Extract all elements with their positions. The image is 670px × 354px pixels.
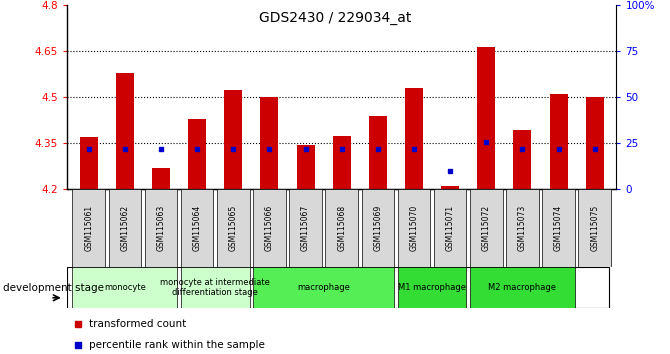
Bar <box>549 94 567 189</box>
FancyBboxPatch shape <box>253 189 285 267</box>
Bar <box>188 119 206 189</box>
Bar <box>477 47 495 189</box>
FancyBboxPatch shape <box>398 267 466 308</box>
FancyBboxPatch shape <box>67 267 609 308</box>
Text: monocyte at intermediate
differentiation stage: monocyte at intermediate differentiation… <box>160 278 270 297</box>
Text: M1 macrophage: M1 macrophage <box>398 283 466 292</box>
FancyBboxPatch shape <box>542 189 575 267</box>
FancyBboxPatch shape <box>362 189 394 267</box>
Bar <box>586 97 604 189</box>
FancyBboxPatch shape <box>506 189 539 267</box>
Bar <box>333 136 350 189</box>
Text: GDS2430 / 229034_at: GDS2430 / 229034_at <box>259 11 411 25</box>
Text: GSM115063: GSM115063 <box>157 205 165 251</box>
FancyBboxPatch shape <box>578 189 611 267</box>
FancyBboxPatch shape <box>326 189 358 267</box>
FancyBboxPatch shape <box>253 267 394 308</box>
FancyBboxPatch shape <box>72 267 178 308</box>
Text: M2 macrophage: M2 macrophage <box>488 283 556 292</box>
Text: macrophage: macrophage <box>297 283 350 292</box>
Text: GSM115061: GSM115061 <box>84 205 93 251</box>
Bar <box>441 186 459 189</box>
Text: GSM115069: GSM115069 <box>373 205 383 251</box>
Bar <box>80 137 98 189</box>
Bar <box>116 73 134 189</box>
FancyBboxPatch shape <box>470 189 502 267</box>
FancyBboxPatch shape <box>72 189 105 267</box>
FancyBboxPatch shape <box>434 189 466 267</box>
Text: GSM115068: GSM115068 <box>337 205 346 251</box>
FancyBboxPatch shape <box>109 189 141 267</box>
Bar <box>297 145 315 189</box>
FancyBboxPatch shape <box>289 189 322 267</box>
FancyBboxPatch shape <box>398 189 430 267</box>
Text: GSM115072: GSM115072 <box>482 205 491 251</box>
Bar <box>405 88 423 189</box>
Bar <box>224 90 243 189</box>
Text: GSM115062: GSM115062 <box>121 205 129 251</box>
FancyBboxPatch shape <box>181 189 213 267</box>
Text: monocyte: monocyte <box>104 283 146 292</box>
Text: development stage: development stage <box>3 282 105 293</box>
FancyBboxPatch shape <box>217 189 249 267</box>
Text: GSM115075: GSM115075 <box>590 205 599 251</box>
Bar <box>261 97 279 189</box>
Text: transformed count: transformed count <box>89 319 186 329</box>
Text: GSM115074: GSM115074 <box>554 205 563 251</box>
Bar <box>513 130 531 189</box>
Text: percentile rank within the sample: percentile rank within the sample <box>89 340 265 350</box>
FancyBboxPatch shape <box>470 267 575 308</box>
Bar <box>369 116 387 189</box>
Text: GSM115071: GSM115071 <box>446 205 455 251</box>
FancyBboxPatch shape <box>181 267 249 308</box>
Text: GSM115065: GSM115065 <box>228 205 238 251</box>
Text: GSM115067: GSM115067 <box>301 205 310 251</box>
Text: GSM115066: GSM115066 <box>265 205 274 251</box>
Bar <box>152 168 170 189</box>
Text: GSM115073: GSM115073 <box>518 205 527 251</box>
FancyBboxPatch shape <box>145 189 178 267</box>
Text: GSM115070: GSM115070 <box>409 205 419 251</box>
Text: GSM115064: GSM115064 <box>192 205 202 251</box>
